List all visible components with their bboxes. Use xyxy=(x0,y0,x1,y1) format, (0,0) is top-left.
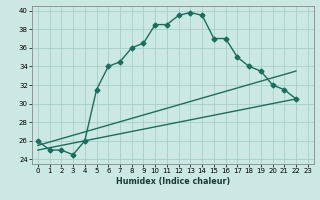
X-axis label: Humidex (Indice chaleur): Humidex (Indice chaleur) xyxy=(116,177,230,186)
